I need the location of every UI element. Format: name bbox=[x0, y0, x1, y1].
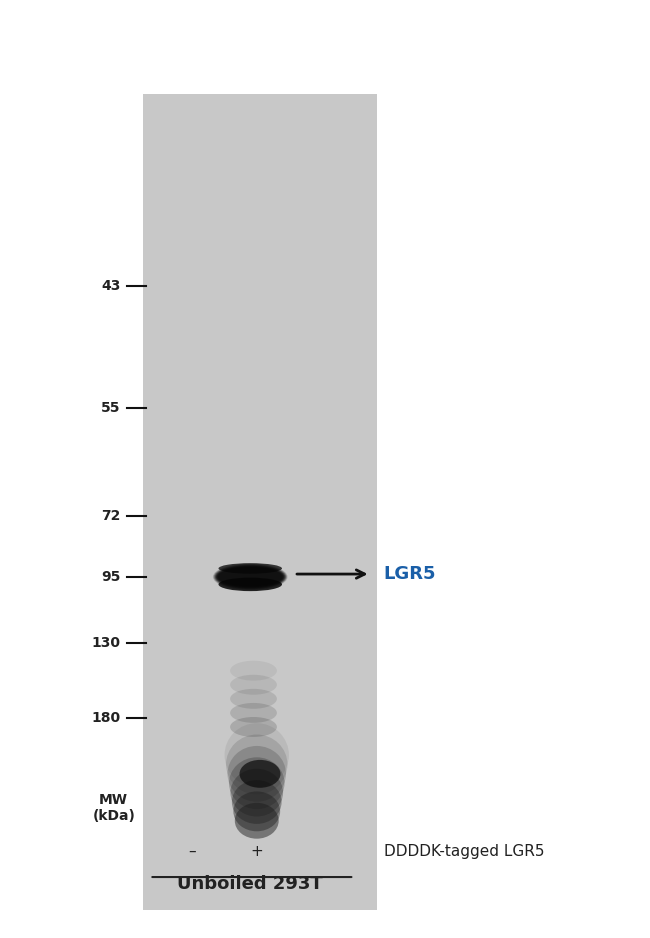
Text: 43: 43 bbox=[101, 280, 120, 293]
Text: 72: 72 bbox=[101, 509, 120, 522]
Ellipse shape bbox=[229, 757, 285, 809]
Ellipse shape bbox=[226, 734, 287, 794]
Ellipse shape bbox=[230, 674, 277, 695]
Ellipse shape bbox=[230, 717, 277, 737]
Text: 55: 55 bbox=[101, 401, 120, 415]
Ellipse shape bbox=[217, 567, 283, 587]
Ellipse shape bbox=[230, 660, 277, 681]
Ellipse shape bbox=[233, 792, 280, 831]
Text: +: + bbox=[250, 844, 263, 859]
Ellipse shape bbox=[219, 568, 281, 585]
Ellipse shape bbox=[230, 703, 277, 723]
Ellipse shape bbox=[216, 566, 285, 588]
Ellipse shape bbox=[214, 564, 287, 590]
Bar bbox=[143, 94, 377, 910]
Ellipse shape bbox=[213, 564, 287, 590]
Text: MW
(kDa): MW (kDa) bbox=[92, 793, 135, 823]
Text: LGR5: LGR5 bbox=[384, 565, 436, 583]
Ellipse shape bbox=[239, 760, 281, 788]
Ellipse shape bbox=[218, 567, 282, 586]
Ellipse shape bbox=[230, 769, 283, 816]
Text: Unboiled 293T: Unboiled 293T bbox=[177, 875, 323, 893]
Ellipse shape bbox=[215, 566, 285, 588]
Text: 130: 130 bbox=[91, 636, 120, 649]
Ellipse shape bbox=[235, 803, 279, 839]
Ellipse shape bbox=[218, 578, 282, 591]
Ellipse shape bbox=[230, 688, 277, 709]
Text: DDDDK-tagged LGR5: DDDDK-tagged LGR5 bbox=[384, 844, 544, 859]
Ellipse shape bbox=[227, 746, 286, 802]
Ellipse shape bbox=[214, 565, 286, 589]
Ellipse shape bbox=[220, 568, 281, 585]
Text: 180: 180 bbox=[91, 711, 120, 724]
Text: 95: 95 bbox=[101, 570, 120, 583]
Ellipse shape bbox=[232, 780, 281, 824]
Ellipse shape bbox=[218, 563, 282, 574]
Ellipse shape bbox=[216, 567, 284, 587]
Text: –: – bbox=[188, 844, 196, 859]
Ellipse shape bbox=[225, 723, 289, 787]
